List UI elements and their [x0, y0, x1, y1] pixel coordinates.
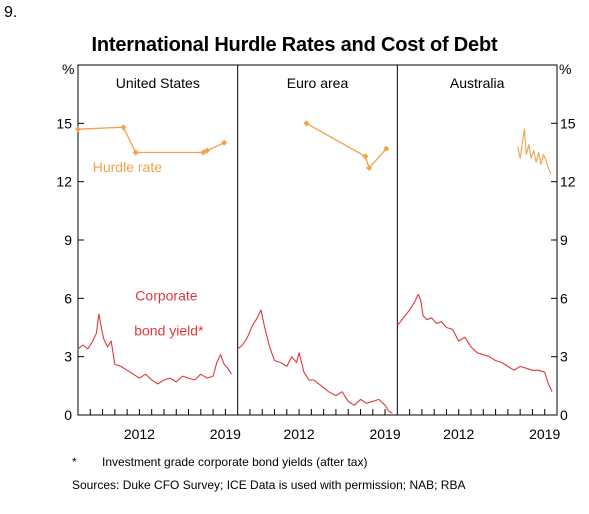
hurdle-rate-point — [366, 165, 373, 172]
hurdle-rate-point — [303, 120, 310, 127]
series-annotation: Corporate — [135, 287, 197, 303]
series-annotation: Hurdle rate — [93, 159, 162, 175]
figure-number: 9. — [4, 4, 18, 21]
panel-title: Euro area — [287, 75, 349, 91]
hurdle-rate-point — [383, 145, 390, 152]
y-tick-label-left: 12 — [56, 174, 72, 190]
hurdle-rate-point — [132, 149, 139, 156]
y-tick-label-left: 3 — [64, 349, 72, 365]
bond-yield-line — [396, 293, 553, 392]
hurdle-rate-point — [203, 147, 210, 154]
y-tick-label-right: 15 — [560, 115, 576, 131]
y-tick-label-right: 3 — [560, 349, 568, 365]
hurdle-rate-point — [120, 124, 127, 131]
y-tick-label-right: 12 — [560, 174, 576, 190]
footnote-text: Investment grade corporate bond yields (… — [102, 455, 368, 469]
y-unit-right: % — [559, 61, 571, 77]
chart-title: International Hurdle Rates and Cost of D… — [91, 34, 498, 56]
x-tick-label: 2012 — [283, 426, 314, 442]
hurdle-rate-line — [306, 122, 387, 169]
hurdle-rate-line — [517, 128, 552, 175]
hurdle-rate-point — [75, 126, 81, 133]
series-annotation: bond yield* — [134, 322, 204, 338]
x-tick-label: 2012 — [124, 426, 155, 442]
panel-title: Australia — [450, 75, 505, 91]
x-tick-label: 2019 — [210, 426, 241, 442]
plot-frame — [77, 64, 558, 416]
bond-yield-line — [237, 309, 393, 414]
y-tick-label-right: 9 — [560, 232, 568, 248]
bond-yield-line — [77, 313, 232, 385]
y-tick-label-left: 9 — [64, 232, 72, 248]
footnote-marker: * — [72, 455, 77, 469]
y-tick-label-right: 6 — [560, 290, 568, 306]
y-unit-left: % — [62, 61, 74, 77]
hurdle-rate-point — [362, 153, 369, 160]
x-tick-label: 2019 — [529, 426, 560, 442]
sources-note: Sources: Duke CFO Survey; ICE Data is us… — [72, 478, 466, 492]
y-tick-label-left: 15 — [56, 115, 72, 131]
x-tick-label: 2012 — [443, 426, 474, 442]
panel-title: United States — [116, 75, 200, 91]
hurdle-rate-line — [77, 126, 225, 154]
y-tick-label-right: 0 — [560, 407, 568, 423]
footnote: * Investment grade corporate bond yields … — [72, 455, 367, 469]
y-tick-label-left: 0 — [64, 407, 72, 423]
x-tick-label: 2019 — [369, 426, 400, 442]
hurdle-rate-point — [221, 139, 228, 146]
y-tick-label-left: 6 — [64, 290, 72, 306]
